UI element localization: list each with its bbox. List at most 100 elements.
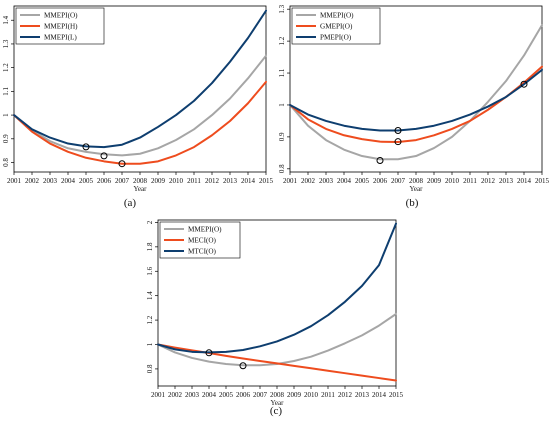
legend-label-3: MTCI(O) <box>188 248 217 256</box>
x-tick-label: 2015 <box>389 391 404 399</box>
x-tick-label: 2012 <box>481 177 496 185</box>
x-tick-label: 2006 <box>373 177 388 185</box>
x-tick-label: 2009 <box>427 177 442 185</box>
x-tick-label: 2001 <box>7 177 22 185</box>
x-tick-label: 2011 <box>187 177 201 185</box>
series-marker-1 <box>376 157 384 165</box>
x-tick-label: 2003 <box>43 177 58 185</box>
x-tick-label: 2012 <box>338 391 353 399</box>
legend-label-3: PMEPI(O) <box>320 34 352 42</box>
legend: MMEPI(O) MMEPI(H) MMEPI(L) <box>15 7 105 45</box>
chart-panel-c: 2001 2002 2003 2004 2005 2006 2007 2008 2009 2010… <box>146 219 404 417</box>
x-tick-label: 2007 <box>391 177 406 185</box>
series-marker-2 <box>394 138 402 146</box>
y-tick-label: 1.4 <box>2 15 10 24</box>
x-tick-label: 2002 <box>301 177 316 185</box>
x-tick-label: 2007 <box>115 177 130 185</box>
series-line-1 <box>13 54 267 157</box>
x-tick-label: 2010 <box>169 177 184 185</box>
x-tick-label: 2013 <box>223 177 238 185</box>
panel-label: (a) <box>124 197 137 209</box>
y-tick-label: 0.9 <box>278 132 286 141</box>
x-tick-label: 2003 <box>185 391 200 399</box>
legend-label-1: MMEPI(O) <box>44 12 78 20</box>
x-tick-label: 2008 <box>133 177 148 185</box>
x-tick-label: 2001 <box>283 177 298 185</box>
x-tick-label: 2014 <box>517 177 532 185</box>
y-tick-label: 0.8 <box>278 164 286 173</box>
series-line-2 <box>289 65 543 143</box>
series-line-1 <box>157 312 397 367</box>
y-tick-label: 1.3 <box>2 39 10 48</box>
series-line-2 <box>13 80 267 165</box>
x-tick-label: 2006 <box>97 177 112 185</box>
y-tick-label: 1 <box>2 113 10 117</box>
y-tick-label: 1.4 <box>146 291 154 300</box>
x-tick-label: 2010 <box>445 177 460 185</box>
x-axis-label: Year <box>134 185 148 193</box>
x-tick-label: 2004 <box>61 177 76 185</box>
legend-label-1: MMEPI(O) <box>188 226 222 234</box>
series-line-3 <box>13 9 267 149</box>
chart-panel-a: 2001 2002 2003 2004 2005 2006 2007 2008 2009 2010… <box>2 5 274 209</box>
series-marker-2 <box>118 160 126 168</box>
x-tick-label: 2001 <box>151 391 166 399</box>
legend: MMEPI(O) MECI(O) MTCI(O) <box>159 221 241 259</box>
y-tick-label: 1.6 <box>146 266 154 275</box>
x-tick-label: 2015 <box>259 177 274 185</box>
y-tick-label: 1 <box>146 342 154 346</box>
y-tick-label: 1.8 <box>146 242 154 251</box>
x-tick-label: 2007 <box>253 391 268 399</box>
y-tick-label: 0.9 <box>2 134 10 143</box>
x-tick-label: 2009 <box>287 391 302 399</box>
x-tick-label: 2011 <box>463 177 477 185</box>
legend-label-1: MMEPI(O) <box>320 12 354 20</box>
chart-panel-b: 2001 2002 2003 2004 2005 2006 2007 2008 2009 2010… <box>278 4 550 209</box>
y-tick-label: 1.2 <box>278 36 286 45</box>
x-tick-label: 2004 <box>202 391 217 399</box>
y-tick-label: 2 <box>146 220 154 224</box>
x-tick-label: 2002 <box>25 177 40 185</box>
y-tick-label: 1.1 <box>278 68 286 77</box>
x-axis-label: Year <box>271 399 285 407</box>
y-tick-label: 0.8 <box>2 158 10 167</box>
legend-label-2: MECI(O) <box>188 237 217 245</box>
x-tick-label: 2012 <box>205 177 220 185</box>
x-tick-label: 2005 <box>79 177 94 185</box>
x-tick-label: 2005 <box>219 391 234 399</box>
series-line-3 <box>289 68 543 132</box>
y-tick-label: 0.8 <box>146 364 154 373</box>
x-axis-label: Year <box>410 185 424 193</box>
x-tick-label: 2006 <box>236 391 251 399</box>
x-tick-label: 2005 <box>355 177 370 185</box>
x-tick-label: 2013 <box>499 177 514 185</box>
panel-label: (b) <box>406 197 419 209</box>
legend: MMEPI(O) GMEPI(O) PMEPI(O) <box>291 7 381 45</box>
y-tick-label: 1.2 <box>2 63 10 72</box>
panel-label: (c) <box>270 405 283 417</box>
x-tick-label: 2002 <box>168 391 183 399</box>
series-line-1 <box>289 24 543 161</box>
series-marker-3 <box>205 349 213 357</box>
y-tick-label: 1.3 <box>278 4 286 13</box>
x-tick-label: 2008 <box>270 391 285 399</box>
x-tick-label: 2003 <box>319 177 334 185</box>
legend-label-3: MMEPI(L) <box>44 34 77 42</box>
x-tick-label: 2013 <box>355 391 370 399</box>
y-tick-label: 1 <box>278 103 286 107</box>
series-line-3 <box>157 222 397 354</box>
x-tick-label: 2004 <box>337 177 352 185</box>
x-tick-label: 2008 <box>409 177 424 185</box>
legend-label-2: GMEPI(O) <box>320 23 353 31</box>
series-marker-3 <box>82 143 90 151</box>
series-marker-3 <box>394 127 402 134</box>
x-tick-label: 2011 <box>321 391 335 399</box>
series-marker-3 <box>520 80 528 88</box>
x-tick-label: 2014 <box>241 177 256 185</box>
y-tick-label: 1.2 <box>146 315 154 324</box>
x-tick-label: 2010 <box>304 391 319 399</box>
x-tick-label: 2009 <box>151 177 166 185</box>
y-tick-label: 1.1 <box>2 86 10 95</box>
